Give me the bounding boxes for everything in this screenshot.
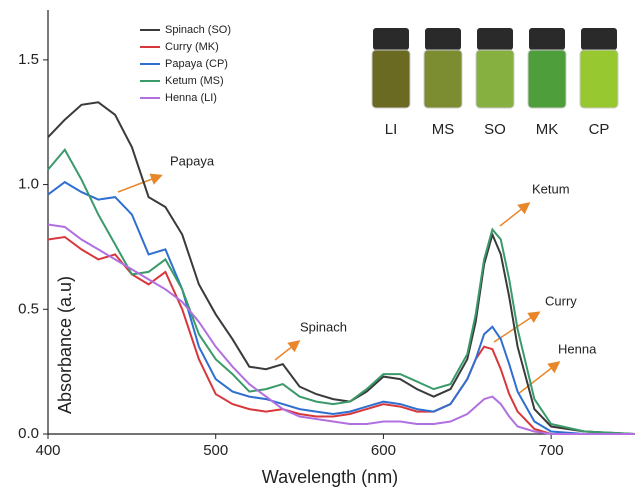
inset-label: CP <box>589 121 610 138</box>
chart: Wavelength (nm) Absorbance (a.u) 0.0 0.5 1… <box>0 0 635 490</box>
y-tick-label: 1.0 <box>18 176 39 193</box>
legend-label: Henna (LI) <box>165 92 217 104</box>
x-axis-label: Wavelength (nm) <box>262 467 398 487</box>
legend-label: Spinach (SO) <box>165 24 231 36</box>
annotation: Curry <box>545 293 577 308</box>
y-axis-label: Absorbance (a.u) <box>55 276 75 414</box>
annotation: Ketum <box>532 181 570 196</box>
annotation-arrows <box>118 176 558 394</box>
series-line <box>48 102 635 434</box>
x-tick-label: 500 <box>203 442 228 459</box>
x-tick-label: 700 <box>539 442 564 459</box>
inset-label: MK <box>536 121 559 138</box>
y-tick-label: 0.5 <box>18 300 39 317</box>
annotation: Henna <box>558 341 597 356</box>
y-tick-label: 1.5 <box>18 51 39 68</box>
x-tick-label: 600 <box>371 442 396 459</box>
series-line <box>48 237 635 434</box>
legend-label: Ketum (MS) <box>165 75 224 87</box>
inset-photo <box>370 22 628 122</box>
inset-label: MS <box>432 121 455 138</box>
legend-label: Curry (MK) <box>165 41 219 53</box>
inset-label: LI <box>385 121 398 138</box>
inset-label: SO <box>484 121 506 138</box>
x-tick-label: 400 <box>35 442 60 459</box>
y-tick-label: 0.0 <box>18 425 39 442</box>
annotation: Spinach <box>300 319 347 334</box>
annotation: Papaya <box>170 153 215 168</box>
legend-label: Papaya (CP) <box>165 58 228 70</box>
